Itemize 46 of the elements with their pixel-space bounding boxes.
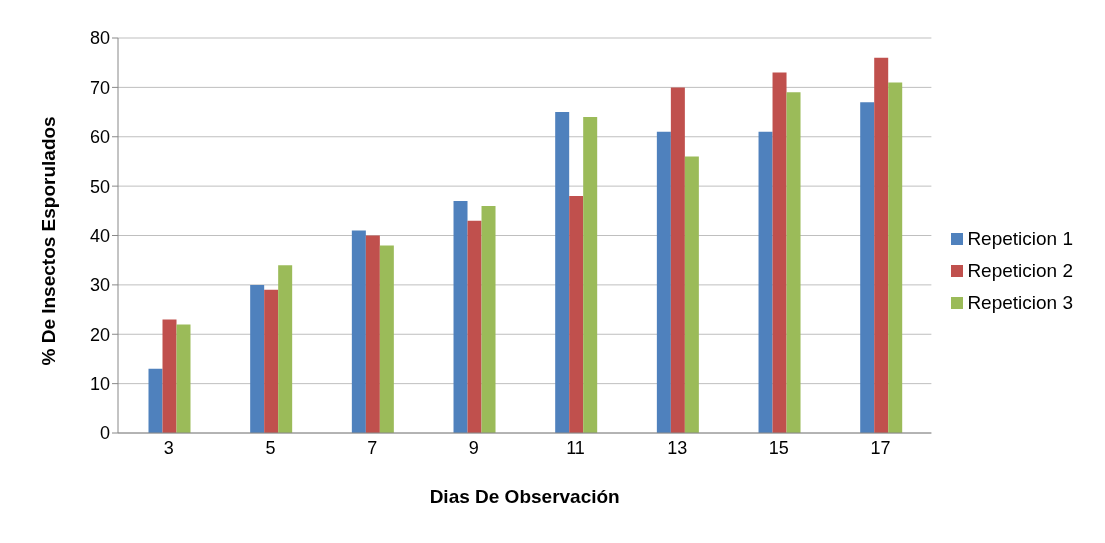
- y-tick-label: 10: [89, 374, 110, 395]
- y-tick-label: 40: [89, 225, 110, 246]
- y-axis-title: % De Insectos Esporulados: [37, 116, 59, 366]
- legend-label: Repeticion 3: [967, 291, 1073, 313]
- x-tick-label: 9: [468, 437, 479, 458]
- bar: [786, 92, 801, 433]
- bar: [555, 112, 570, 433]
- bar: [365, 235, 380, 433]
- y-tick-label: 30: [89, 275, 110, 296]
- bar: [278, 265, 293, 433]
- y-tick-label: 70: [89, 77, 110, 98]
- bar: [148, 368, 163, 433]
- bar: [379, 245, 394, 433]
- bar: [569, 196, 584, 433]
- x-tick-label: 15: [768, 437, 789, 458]
- legend-label: Repeticion 2: [967, 259, 1073, 281]
- bar: [162, 319, 177, 433]
- bar: [481, 205, 496, 433]
- bar: [250, 284, 265, 433]
- x-tick-label: 5: [265, 437, 276, 458]
- bar: [583, 117, 598, 433]
- y-tick-label: 50: [89, 176, 110, 197]
- bar: [351, 230, 366, 433]
- x-tick-label: 7: [367, 437, 378, 458]
- x-tick-label: 11: [566, 437, 585, 458]
- bar: [888, 82, 903, 433]
- y-tick-label: 20: [89, 324, 110, 345]
- legend-label: Repeticion 1: [967, 227, 1073, 249]
- bar: [758, 131, 773, 433]
- bar: [656, 131, 671, 433]
- bar: [453, 200, 468, 433]
- bar: [860, 102, 875, 433]
- bar: [670, 87, 685, 433]
- bar: [264, 289, 279, 433]
- x-axis-title: Dias De Observación: [429, 486, 620, 507]
- y-tick-label: 60: [89, 127, 110, 148]
- x-tick-label: 3: [163, 437, 174, 458]
- bar: [874, 57, 889, 433]
- x-tick-label: 17: [870, 437, 891, 458]
- bar: [772, 72, 787, 433]
- x-tick-label: 13: [667, 437, 688, 458]
- y-tick-label: 0: [99, 423, 110, 444]
- bar: [684, 156, 699, 433]
- y-tick-label: 80: [89, 28, 110, 49]
- bar: [176, 324, 191, 433]
- bar: [467, 220, 482, 433]
